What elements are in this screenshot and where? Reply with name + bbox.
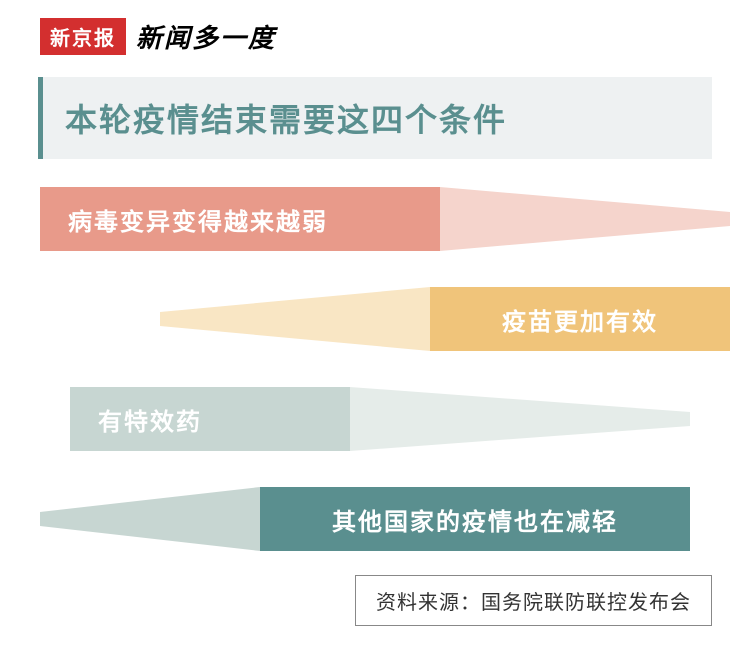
header-subtitle: 新闻多一度 (136, 18, 276, 55)
condition-row: 疫苗更加有效 (0, 287, 750, 359)
logo-badge: 新京报 (40, 18, 126, 55)
condition-label: 有特效药 (98, 402, 202, 437)
condition-bar: 有特效药 (70, 387, 350, 451)
flare-shape (440, 187, 730, 251)
main-title: 本轮疫情结束需要这四个条件 (65, 95, 690, 141)
flare-shape (160, 287, 430, 351)
source-caption: 资料来源：国务院联防联控发布会 (355, 575, 712, 626)
flare-shape (40, 487, 260, 551)
condition-label: 其他国家的疫情也在减轻 (332, 502, 618, 537)
condition-row: 其他国家的疫情也在减轻 (0, 487, 750, 559)
conditions-list: 病毒变异变得越来越弱疫苗更加有效有特效药其他国家的疫情也在减轻 (0, 187, 750, 559)
title-box: 本轮疫情结束需要这四个条件 (38, 77, 712, 159)
condition-row: 病毒变异变得越来越弱 (0, 187, 750, 259)
header: 新京报 新闻多一度 (0, 0, 750, 55)
condition-label: 病毒变异变得越来越弱 (68, 202, 328, 237)
flare-shape (350, 387, 690, 451)
condition-bar: 其他国家的疫情也在减轻 (260, 487, 690, 551)
condition-bar: 疫苗更加有效 (430, 287, 730, 351)
condition-bar: 病毒变异变得越来越弱 (40, 187, 440, 251)
condition-row: 有特效药 (0, 387, 750, 459)
condition-label: 疫苗更加有效 (502, 302, 658, 337)
